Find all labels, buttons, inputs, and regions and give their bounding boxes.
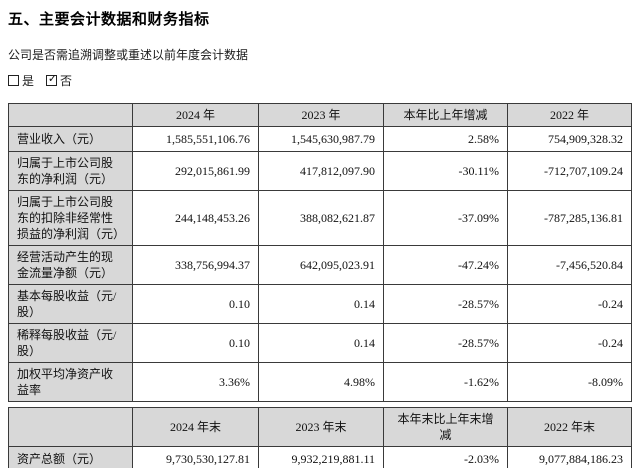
value-change: -1.62% xyxy=(383,362,508,402)
table-row-revenue: 营业收入（元） 1,585,551,106.76 1,545,630,987.7… xyxy=(8,126,632,152)
value-2023: 1,545,630,987.79 xyxy=(258,126,384,152)
value-2023: 642,095,023.91 xyxy=(258,245,384,285)
header-2022-eoy: 2022 年末 xyxy=(507,407,632,447)
value-2024: 292,015,861.99 xyxy=(132,151,259,191)
value-2023: 417,812,097.90 xyxy=(258,151,384,191)
value-2022: -712,707,109.24 xyxy=(507,151,632,191)
value-2024: 1,585,551,106.76 xyxy=(132,126,259,152)
value-change: -2.03% xyxy=(383,446,508,468)
table-row-operating-cash-flow: 经营活动产生的现金流量净额（元） 338,756,994.37 642,095,… xyxy=(8,245,632,285)
value-2022: -0.24 xyxy=(507,323,632,363)
table-row-weighted-avg-roe: 加权平均净资产收益率 3.36% 4.98% -1.62% -8.09% xyxy=(8,362,632,402)
header-2023-eoy: 2023 年末 xyxy=(258,407,384,447)
value-change: -37.09% xyxy=(383,190,508,246)
checkbox-yes-label: 是 xyxy=(22,74,35,88)
value-2024: 0.10 xyxy=(132,284,259,324)
eoy-header-row: 2024 年末 2023 年末 本年末比上年末增减 2022 年末 xyxy=(8,407,632,447)
value-2023: 0.14 xyxy=(258,284,384,324)
value-change: 2.58% xyxy=(383,126,508,152)
header-corner-cell xyxy=(8,407,133,447)
value-2023: 388,082,621.87 xyxy=(258,190,384,246)
annual-header-row: 2024 年 2023 年 本年比上年增减 2022 年 xyxy=(8,103,632,127)
annual-indicators-table: 2024 年 2023 年 本年比上年增减 2022 年 营业收入（元） 1,5… xyxy=(8,103,632,402)
check-icon: ✓ xyxy=(47,73,58,85)
row-label: 基本每股收益（元/股） xyxy=(8,284,133,324)
header-2023: 2023 年 xyxy=(258,103,384,127)
section-title: 五、主要会计数据和财务指标 xyxy=(8,12,210,28)
value-2022: 754,909,328.32 xyxy=(507,126,632,152)
value-change: -28.57% xyxy=(383,323,508,363)
value-change: -47.24% xyxy=(383,245,508,285)
header-2022: 2022 年 xyxy=(507,103,632,127)
restatement-question: 公司是否需追溯调整或重述以前年度会计数据 xyxy=(8,48,249,62)
value-2023: 0.14 xyxy=(258,323,384,363)
row-label: 经营活动产生的现金流量净额（元） xyxy=(8,245,133,285)
header-corner-cell xyxy=(8,103,133,127)
value-change: -28.57% xyxy=(383,284,508,324)
header-eoy-change: 本年末比上年末增减 xyxy=(383,407,508,447)
header-2024: 2024 年 xyxy=(132,103,259,127)
table-row-net-profit: 归属于上市公司股东的净利润（元） 292,015,861.99 417,812,… xyxy=(8,151,632,191)
value-2022: -787,285,136.81 xyxy=(507,190,632,246)
table-row-basic-eps: 基本每股收益（元/股） 0.10 0.14 -28.57% -0.24 xyxy=(8,284,632,324)
value-change: -30.11% xyxy=(383,151,508,191)
table-row-total-assets: 资产总额（元） 9,730,530,127.81 9,932,219,881.1… xyxy=(8,446,632,468)
table-row-diluted-eps: 稀释每股收益（元/股） 0.10 0.14 -28.57% -0.24 xyxy=(8,323,632,363)
checkbox-no-label: 否 xyxy=(60,74,73,88)
row-label: 稀释每股收益（元/股） xyxy=(8,323,133,363)
row-label: 营业收入（元） xyxy=(8,126,133,152)
row-label: 加权平均净资产收益率 xyxy=(8,362,133,402)
header-yoy-change: 本年比上年增减 xyxy=(383,103,508,127)
restatement-answer-row: 是 ✓ 否 xyxy=(8,72,640,89)
value-2022: -8.09% xyxy=(507,362,632,402)
row-label: 资产总额（元） xyxy=(8,446,133,468)
value-2024: 9,730,530,127.81 xyxy=(132,446,259,468)
value-2022: -0.24 xyxy=(507,284,632,324)
checkbox-no-group: ✓ 否 xyxy=(46,72,72,89)
value-2023: 9,932,219,881.11 xyxy=(258,446,384,468)
value-2024: 244,148,453.26 xyxy=(132,190,259,246)
value-2024: 3.36% xyxy=(132,362,259,402)
value-2023: 4.98% xyxy=(258,362,384,402)
checkbox-yes-group: 是 xyxy=(8,72,34,89)
value-2024: 338,756,994.37 xyxy=(132,245,259,285)
table-row-net-profit-excl-nonrecurring: 归属于上市公司股东的扣除非经常性损益的净利润（元） 244,148,453.26… xyxy=(8,190,632,246)
year-end-indicators-table: 2024 年末 2023 年末 本年末比上年末增减 2022 年末 资产总额（元… xyxy=(8,407,632,468)
checkbox-yes[interactable] xyxy=(8,75,19,86)
value-2022: -7,456,520.84 xyxy=(507,245,632,285)
value-2022: 9,077,884,186.23 xyxy=(507,446,632,468)
checkbox-no-checked[interactable]: ✓ xyxy=(46,73,58,86)
row-label: 归属于上市公司股东的净利润（元） xyxy=(8,151,133,191)
value-2024: 0.10 xyxy=(132,323,259,363)
header-2024-eoy: 2024 年末 xyxy=(132,407,259,447)
row-label: 归属于上市公司股东的扣除非经常性损益的净利润（元） xyxy=(8,190,133,246)
